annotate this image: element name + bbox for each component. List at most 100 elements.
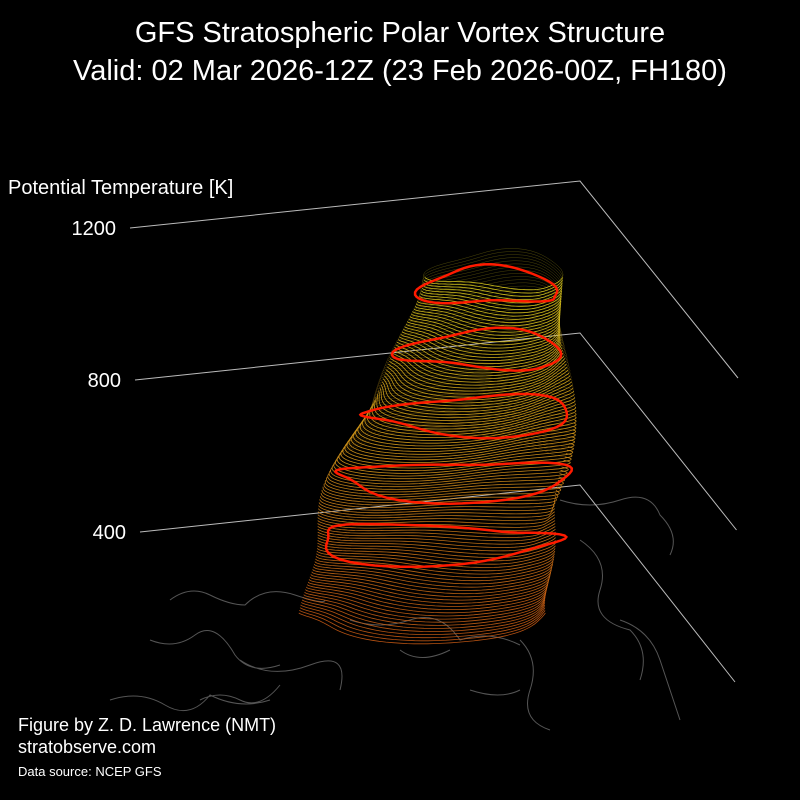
isentrope-back [419,269,562,314]
isentrope-line [320,493,559,506]
isentrope-line [300,604,546,635]
isentrope-line [323,483,563,498]
isentrope-line [422,285,563,301]
highlight-contour [324,522,569,569]
z-axis-label: Potential Temperature [K] [8,177,233,199]
isentrope-line [366,406,577,436]
isentrope-back [342,421,575,466]
isentrope-line [405,323,560,349]
isentrope-line [327,473,567,490]
isentrope-line [355,422,577,450]
isentrope-back [423,248,564,291]
isentrope-line [311,571,551,595]
highlight-contour [390,326,563,372]
isentrope-line [312,569,552,591]
isentrope-back [340,423,574,469]
isentrope-back [397,325,562,368]
isentrope-line [319,499,556,511]
axis-line [129,180,739,379]
map-outline [109,496,681,731]
isentrope-line [322,486,562,501]
isentrope-line [359,416,577,444]
isentrope-line [307,581,549,607]
isentrope-line [407,321,560,346]
isentrope-line [316,548,556,565]
isentrope-line [299,610,546,642]
isentrope-line [371,400,576,430]
isentrope-back [412,288,561,333]
isentrope-line [302,596,546,626]
isentrope-back [399,321,562,364]
isentrope-line [391,355,565,386]
isentrope-back [422,254,563,297]
isentrope-back [387,352,568,392]
isentrope-back [377,377,574,418]
isentrope-line [344,439,576,463]
isentrope-back [413,285,561,330]
isentrope-line [373,397,576,427]
isentrope-line [416,303,562,324]
axis-line [139,484,736,683]
isentrope-line [409,316,561,339]
isentrope-back [414,282,561,327]
vortex [298,248,577,645]
isentrope-line [317,528,556,542]
isentrope-line [417,300,562,320]
highlight-contour [333,461,574,505]
isentrope-line [348,433,576,458]
isentrope-back [377,380,575,421]
isentrope-back [405,305,560,349]
isentrope-line [317,514,556,525]
isentrope-line [301,602,546,633]
isentrope-back [346,415,576,461]
isentrope-line [419,295,562,314]
isentrope-back [420,266,562,310]
isentrope-line [313,563,553,585]
isentrope-back [409,295,560,339]
isentrope-line [307,584,548,610]
isentrope-line [395,344,562,374]
isentrope-line [316,550,556,568]
chart-subtitle: Valid: 02 Mar 2026-12Z (23 Feb 2026-00Z,… [73,55,727,87]
isentrope-back [344,418,576,463]
isentrope-line [317,531,556,545]
highlight-contour [358,392,569,440]
isentrope-line [350,429,577,455]
isentrope-back [417,276,562,320]
isentrope-line [298,612,546,645]
isentrope-line [412,311,561,333]
isentrope-back [420,263,562,307]
isentrope-line [306,586,548,614]
isentrope-line [381,381,572,413]
isentrope-line [317,545,556,562]
isentrope-back [382,364,571,404]
isentrope-line [378,390,575,421]
isentrope-line [411,313,561,336]
isentrope-back [411,292,561,336]
isentrope-line [299,607,546,639]
z-tick-label: 1200 [72,218,117,240]
isentrope-back [421,260,563,304]
isentrope-back [422,251,564,294]
isentrope-line [303,594,546,623]
isentrope-line [413,308,561,330]
isentrope-line [317,534,556,548]
z-tick-label: 800 [88,370,121,392]
isentrope-back [385,358,569,398]
chart-title: GFS Stratospheric Polar Vortex Structure [135,17,665,49]
isentrope-back [379,372,573,413]
isentrope-line [317,511,555,521]
isentrope-back [386,355,569,395]
isentrope-back [404,308,560,352]
isentrope-back [376,382,575,424]
isentrope-back [378,375,573,415]
isentrope-line [317,520,556,532]
isentrope-back [408,298,560,343]
isentrope-line [315,556,555,575]
isentrope-line [313,566,553,588]
isentrope-line [315,558,555,578]
isentrope-line [394,347,563,377]
isentrope-line [401,331,561,358]
isentrope-line [424,279,563,294]
isentrope-back [407,301,560,346]
